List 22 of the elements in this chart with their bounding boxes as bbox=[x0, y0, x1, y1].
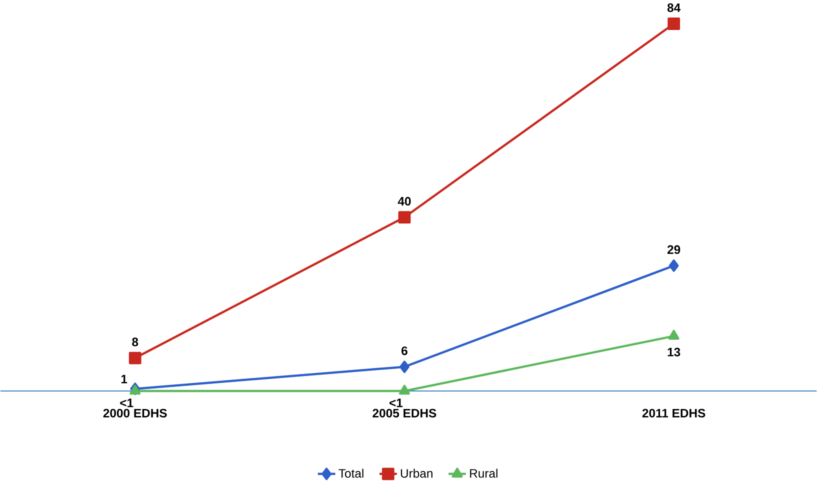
legend-label: Urban bbox=[400, 468, 432, 478]
point bbox=[398, 211, 411, 224]
point bbox=[668, 330, 680, 340]
legend-label: Rural bbox=[470, 468, 498, 478]
data-label: 40 bbox=[398, 196, 411, 206]
data-label: 29 bbox=[667, 245, 680, 254]
data-label: <1 bbox=[120, 398, 134, 407]
x-tick-label: 2011 EDHS bbox=[642, 408, 706, 418]
data-label: 13 bbox=[668, 348, 680, 356]
data-label: 8 bbox=[132, 338, 138, 346]
point bbox=[668, 259, 679, 272]
point bbox=[398, 384, 410, 395]
data-label: 1 bbox=[121, 374, 128, 384]
x-tick-label: 2000 EDHS bbox=[103, 408, 167, 418]
point bbox=[668, 17, 680, 30]
point bbox=[400, 360, 410, 373]
data-label: <1 bbox=[390, 398, 403, 407]
x-tick-label: 2005 EDHS bbox=[372, 408, 436, 418]
data-label: 6 bbox=[402, 346, 408, 356]
point bbox=[128, 352, 142, 364]
data-label: 84 bbox=[667, 3, 681, 12]
legend-label: Total bbox=[338, 468, 364, 478]
